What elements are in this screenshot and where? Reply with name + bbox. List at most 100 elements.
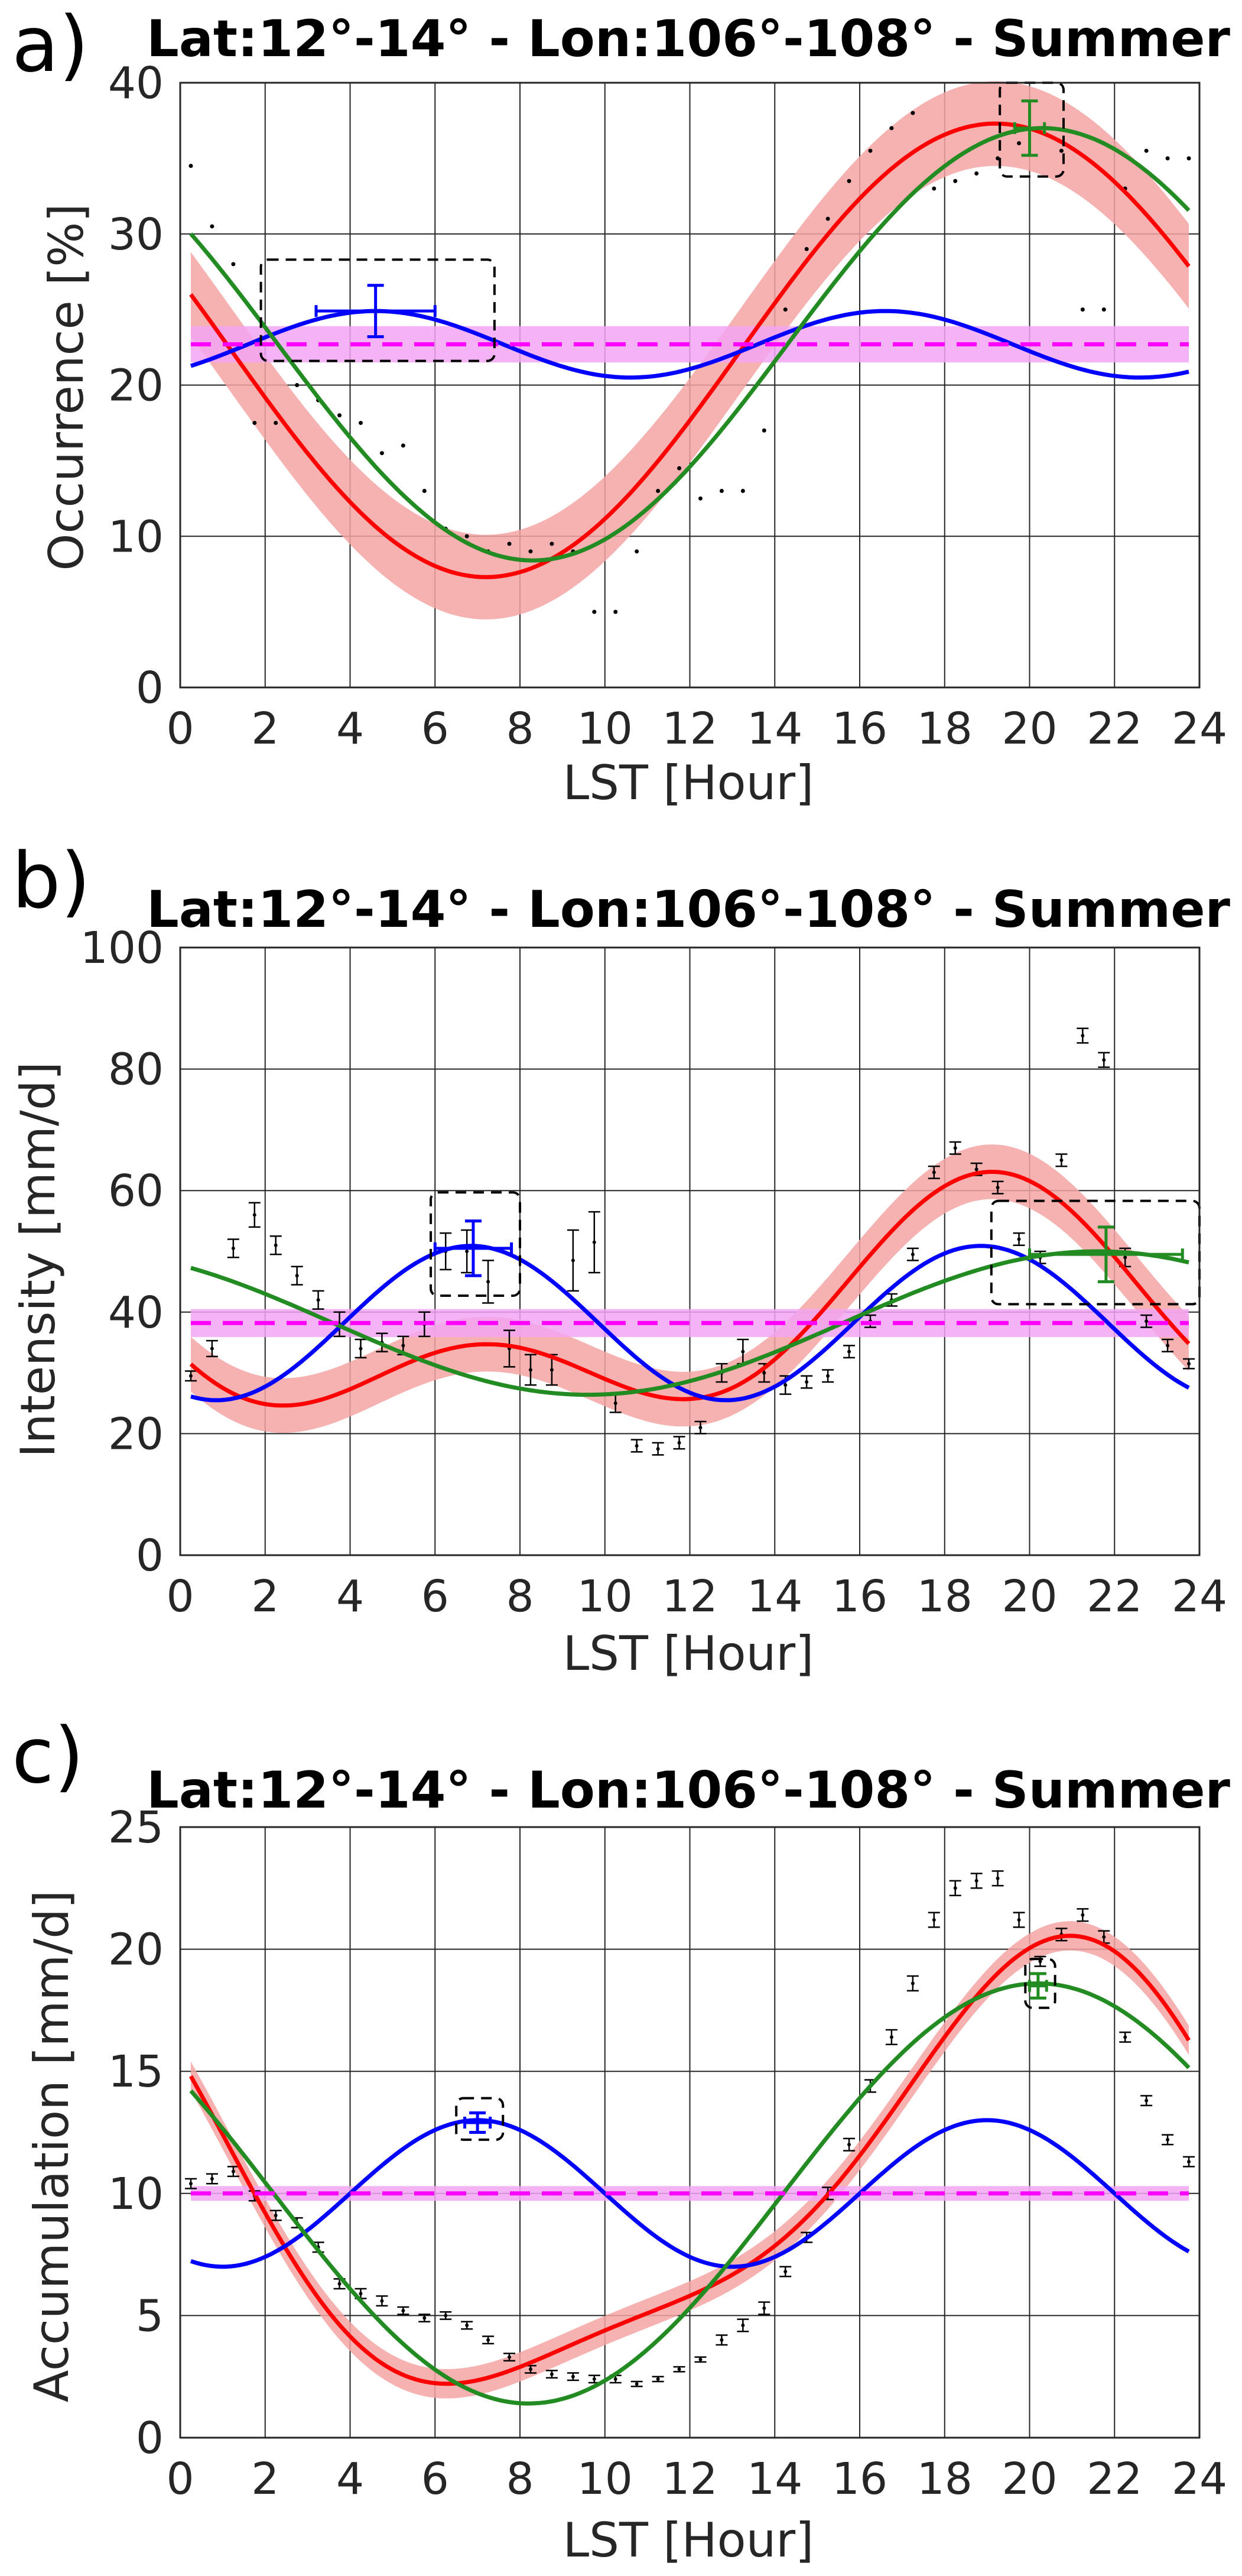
observed-point (1123, 1255, 1127, 1260)
x-tick-label: 18 (917, 703, 973, 754)
observed-point (1144, 148, 1149, 153)
observed-error-bar (1013, 1912, 1025, 1928)
observed-point (337, 413, 342, 418)
peak-dashed-box (430, 1191, 521, 1297)
observed-error-bar (1098, 1052, 1110, 1068)
fit-curve-red (188, 1933, 1191, 2386)
observed-error-bar (206, 2173, 218, 2185)
observed-point (762, 2306, 766, 2311)
x-tick-label: 16 (832, 2454, 887, 2504)
x-tick-label: 4 (336, 1571, 364, 1622)
observed-point (528, 549, 533, 554)
observed-point (210, 224, 214, 229)
observed-point (210, 1347, 214, 1351)
axes-box (179, 1826, 1201, 2439)
observed-point (359, 2292, 363, 2296)
y-tick-label: 80 (108, 1044, 164, 1095)
observed-point (252, 1213, 256, 1217)
y-tick-label: 0 (136, 1530, 164, 1581)
observed-error-bar (482, 1260, 495, 1304)
x-axis-label: LST [Hour] (563, 1626, 814, 1681)
observed-error-bar (184, 2178, 197, 2189)
x-tick-label: 24 (1172, 2454, 1227, 2504)
observed-error-bar (885, 2029, 898, 2045)
y-tick-label: 0 (136, 663, 164, 713)
diurnal-curve-green (189, 126, 1191, 563)
y-tick-label: 5 (136, 2291, 164, 2341)
peak-marker (1024, 1958, 1056, 2009)
observed-point (1038, 1959, 1042, 1964)
y-axis-label: Accumulation [mm/d] (24, 1890, 79, 2403)
observed-point (550, 2372, 554, 2376)
x-axis-label: LST [Hour] (563, 755, 814, 810)
observed-error-bar (545, 2370, 558, 2379)
observed-error-bar (991, 1180, 1004, 1195)
observed-point (401, 2309, 405, 2313)
observed-error-bar (269, 1235, 282, 1255)
observed-point (528, 1368, 532, 1372)
x-tick-label: 20 (1002, 1571, 1057, 1622)
observed-point (295, 1274, 299, 1278)
observed-error-bar (567, 1229, 579, 1292)
observed-error-bar (1077, 1027, 1089, 1044)
observed-point (1081, 1913, 1085, 1917)
observed-point (656, 2377, 660, 2381)
y-tick-label: 25 (108, 1802, 164, 1853)
observed-point (911, 111, 915, 115)
observed-point (762, 428, 766, 433)
observed-point (1166, 1344, 1170, 1348)
fit-uncertainty-band (191, 1921, 1189, 2399)
observed-point (274, 420, 278, 425)
panel-c-accumulation-chart: c) Lat:12°-14° - Lon:106°-108° - Summer … (12, 1711, 1231, 2568)
observed-error-bar (737, 2318, 749, 2332)
observed-point (464, 534, 469, 538)
x-tick-label: 18 (917, 2454, 973, 2504)
y-tick-label: 20 (108, 1925, 164, 1975)
observed-point (932, 1918, 936, 1922)
observed-error-bar (227, 1238, 239, 1258)
x-tick-label: 12 (662, 1571, 717, 1622)
observed-point (740, 489, 745, 494)
observed-point (571, 2374, 575, 2379)
y-tick-label: 60 (108, 1166, 164, 1216)
observed-point (444, 2314, 448, 2318)
x-tick-label: 16 (832, 1571, 887, 1622)
x-tick-label: 0 (166, 703, 194, 754)
observed-point (295, 383, 300, 387)
observed-point (465, 1250, 469, 1253)
x-tick-label: 22 (1087, 703, 1142, 754)
peak-dashed-box (259, 258, 496, 362)
observed-point (486, 1280, 490, 1284)
observed-point (889, 2035, 893, 2039)
x-tick-label: 24 (1172, 1571, 1227, 1622)
x-tick-label: 6 (421, 1571, 449, 1622)
x-tick-label: 22 (1087, 2454, 1142, 2504)
observed-point (996, 1876, 1000, 1880)
observed-error-bar (503, 1329, 516, 1368)
observed-error-bar (1013, 1232, 1025, 1246)
observed-point (826, 1374, 830, 1378)
observed-point (698, 496, 703, 501)
observed-point (1186, 156, 1191, 161)
observed-point (1101, 307, 1106, 312)
x-tick-label: 4 (336, 703, 364, 754)
x-tick-label: 22 (1087, 1571, 1142, 1622)
observed-error-bar (843, 1345, 856, 1359)
observed-point (825, 216, 830, 221)
observed-point (741, 1349, 745, 1354)
observed-point (847, 2143, 851, 2147)
observed-error-bar (716, 2334, 728, 2346)
observed-point (359, 1347, 363, 1351)
observed-point (762, 1371, 766, 1375)
observed-error-bar (970, 1873, 983, 1889)
x-tick-label: 10 (577, 703, 633, 754)
x-tick-label: 18 (917, 1571, 973, 1622)
observed-error-bar (949, 1141, 961, 1155)
peak-marker (259, 258, 496, 362)
observed-error-bar (906, 1975, 919, 1992)
observed-point (592, 609, 597, 614)
observed-point (868, 148, 873, 153)
observed-point (231, 262, 236, 267)
observed-error-bar (694, 1420, 707, 1435)
